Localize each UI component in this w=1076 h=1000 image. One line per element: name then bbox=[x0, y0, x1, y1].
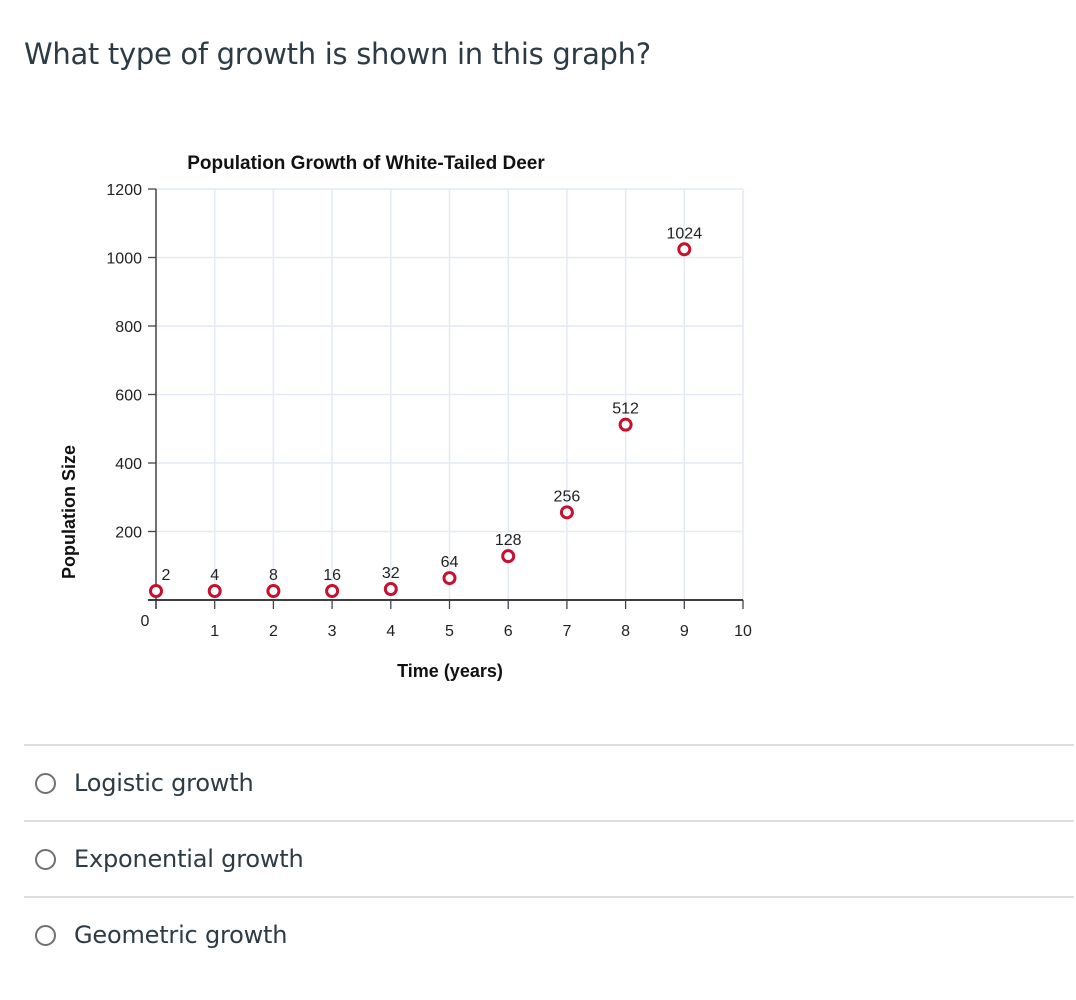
x-tick-label: 4 bbox=[386, 623, 395, 640]
x-tick-label: 1 bbox=[210, 623, 219, 640]
data-point bbox=[677, 242, 692, 257]
data-point bbox=[501, 549, 516, 564]
data-label: 16 bbox=[323, 567, 341, 584]
divider bbox=[24, 820, 1074, 822]
x-tick-label: 0 bbox=[141, 613, 150, 630]
data-label: 512 bbox=[612, 401, 639, 418]
population-chart: 200 400 600 800 1000 1200 0 1 2 3 4 5 6 7 8 9 10 2 4 8 16 32… bbox=[30, 130, 790, 710]
data-label: 2 bbox=[162, 567, 171, 584]
answer-label: Geometric growth bbox=[74, 921, 288, 949]
answer-option-exponential[interactable]: Exponential growth bbox=[24, 822, 1074, 896]
x-tick-label: 5 bbox=[445, 623, 454, 640]
radio-button[interactable] bbox=[35, 848, 56, 870]
data-point bbox=[149, 584, 163, 598]
data-point bbox=[559, 505, 574, 520]
data-point bbox=[618, 417, 633, 432]
x-tick-label: 8 bbox=[621, 623, 630, 640]
answer-option-logistic[interactable]: Logistic growth bbox=[24, 746, 1074, 820]
x-tick-label: 9 bbox=[680, 623, 689, 640]
data-label: 64 bbox=[441, 554, 459, 571]
data-point bbox=[325, 584, 340, 598]
grid-layer bbox=[156, 188, 744, 600]
data-label: 4 bbox=[210, 567, 219, 584]
axis-layer bbox=[148, 188, 744, 609]
x-tick-label: 10 bbox=[734, 623, 752, 640]
data-label: 256 bbox=[554, 488, 581, 505]
data-points: 2 4 8 16 32 64 128 256 512 1024 bbox=[149, 225, 703, 598]
tick-labels: 200 400 600 800 1000 1200 0 1 2 3 4 5 6 7 8 9 10 bbox=[106, 182, 752, 640]
radio-button[interactable] bbox=[35, 772, 56, 794]
x-tick-label: 6 bbox=[504, 623, 513, 640]
question-text: What type of growth is shown in this gra… bbox=[24, 37, 651, 71]
y-tick-label: 800 bbox=[115, 319, 142, 336]
y-tick-label: 200 bbox=[115, 525, 142, 542]
y-axis-label: Population Size bbox=[59, 445, 79, 579]
x-tick-label: 2 bbox=[269, 623, 278, 640]
x-tick-label: 7 bbox=[562, 623, 571, 640]
divider bbox=[24, 896, 1074, 898]
y-tick-label: 400 bbox=[115, 456, 142, 473]
answer-label: Logistic growth bbox=[74, 769, 254, 797]
x-tick-label: 3 bbox=[328, 623, 337, 640]
x-axis-label: Time (years) bbox=[397, 661, 503, 681]
radio-button[interactable] bbox=[35, 924, 56, 946]
chart-svg: 200 400 600 800 1000 1200 0 1 2 3 4 5 6 7 8 9 10 2 4 8 16 32… bbox=[59, 153, 752, 681]
answer-label: Exponential growth bbox=[74, 845, 304, 873]
data-label: 32 bbox=[382, 565, 400, 582]
data-point bbox=[266, 584, 281, 598]
data-point bbox=[207, 584, 222, 598]
answer-option-geometric[interactable]: Geometric growth bbox=[24, 898, 1074, 972]
y-tick-label: 1200 bbox=[106, 182, 142, 199]
data-point bbox=[442, 571, 457, 586]
y-tick-label: 1000 bbox=[106, 251, 142, 268]
divider bbox=[24, 744, 1074, 746]
data-label: 128 bbox=[495, 532, 522, 549]
chart-title: Population Growth of White-Tailed Deer bbox=[187, 153, 545, 174]
data-point bbox=[383, 582, 398, 597]
y-tick-label: 600 bbox=[115, 388, 142, 405]
data-label: 8 bbox=[269, 567, 278, 584]
data-label: 1024 bbox=[667, 225, 703, 242]
